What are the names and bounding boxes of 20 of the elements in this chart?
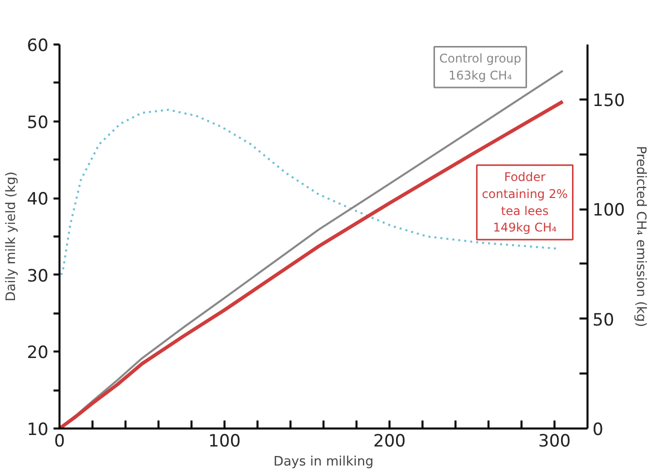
y2-tick-label: 100	[592, 200, 625, 221]
x-tick-label: 200	[373, 432, 406, 452]
y2-tick-label: 50	[592, 310, 614, 330]
y2-tick-label: 150	[592, 90, 625, 111]
y-axis-title: Daily milk yield (kg)	[4, 172, 19, 302]
y2-axis-title: Predicted CH₄ emission (kg)	[632, 146, 648, 328]
y-tick-label: 20	[26, 343, 49, 364]
y-tick-label: 10	[26, 420, 49, 440]
y-tick-label: 30	[26, 266, 49, 286]
x-tick-label: 300	[538, 432, 571, 452]
x-tick-label: 100	[208, 432, 241, 452]
series-label: Fodder containing 2% tea lees	[482, 170, 568, 218]
annotation: 163kg CH₄	[448, 68, 512, 82]
y-tick-label: 50	[26, 112, 49, 133]
text: Control group	[439, 52, 522, 66]
x-tick-label: 0	[54, 432, 65, 452]
y-tick-label: 60	[26, 36, 49, 56]
annotation: 149kg CH₄	[493, 220, 557, 235]
y-tick-label: 40	[26, 190, 49, 210]
x-axis-title: Days in milking	[273, 454, 374, 470]
